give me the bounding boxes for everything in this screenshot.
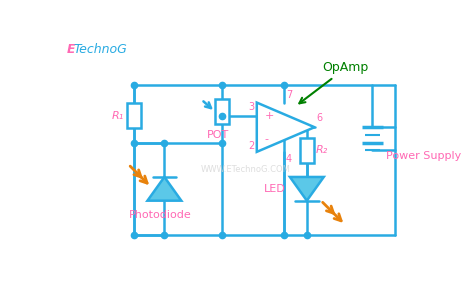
Text: TechnoG: TechnoG [73,42,128,55]
Text: E: E [66,42,75,55]
Text: R₂: R₂ [316,145,328,155]
Polygon shape [147,177,182,201]
Text: 3: 3 [248,102,255,112]
Text: 2: 2 [248,141,255,151]
Polygon shape [290,177,324,201]
Text: LED: LED [264,184,286,194]
Text: 6: 6 [317,113,323,123]
Text: +: + [264,111,274,121]
Polygon shape [257,103,315,152]
Bar [215,99,229,124]
Text: 4: 4 [286,154,292,164]
Text: POT: POT [207,130,229,140]
Bar [127,103,140,128]
Text: R₁: R₁ [111,111,124,121]
Text: OpAmp: OpAmp [322,62,368,75]
Bar [300,138,314,163]
Text: 7: 7 [286,90,292,100]
Text: Photodiode: Photodiode [129,210,192,220]
Text: WWW.ETechnoG.COM: WWW.ETechnoG.COM [201,165,290,174]
Text: Power Supply: Power Supply [386,152,461,161]
Text: -: - [264,134,268,144]
